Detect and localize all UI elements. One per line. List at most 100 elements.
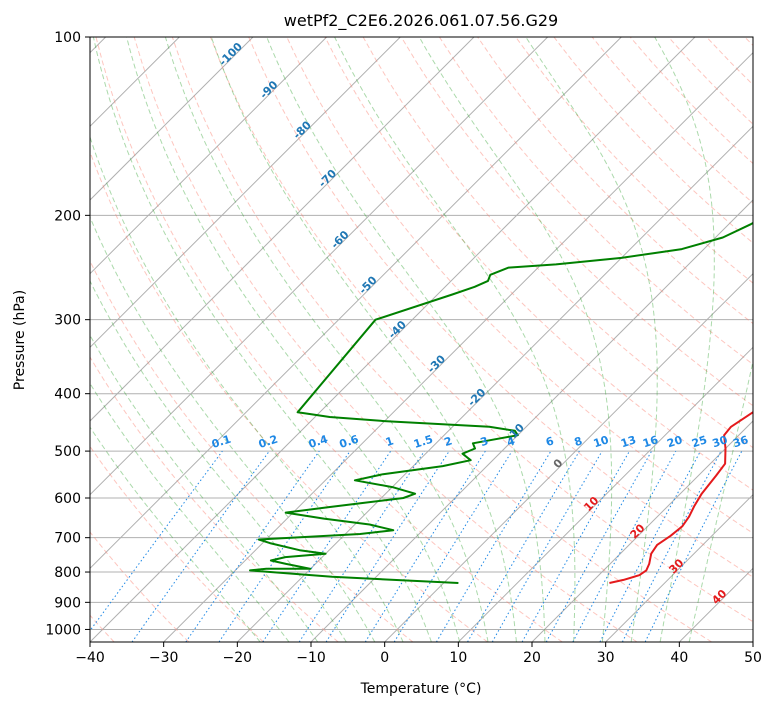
moist-adiabat-line [90,135,404,642]
mixing-ratio-label: 13 [619,433,638,450]
mixing-ratio-line [572,450,677,642]
chart-title: wetPf2_C2E6.2026.061.07.56.G29 [284,11,558,31]
dewpoint-line [249,221,753,584]
temperature-line [609,410,753,584]
x-tick-label: 40 [670,650,688,666]
axes: −40 −30 −20 −10 0 10 20 30 40 5010020030040050060… [45,30,762,666]
moist-adiabat-line [90,382,290,642]
y-tick-label: 1000 [45,622,81,638]
x-tick-label: 30 [597,650,615,666]
isotherm-line [90,37,696,642]
mixing-ratio-label: 0.1 [210,433,233,451]
dry-adiabat-line [248,37,753,578]
dry-adiabat-line [324,37,753,491]
x-tick-label: −30 [149,650,179,666]
mixing-ratio-line [90,450,223,632]
moist-adiabat-line [525,37,658,642]
dry-adiabat-line [90,150,488,642]
x-axis-label: Temperature (°C) [360,681,482,697]
isotherm-line [384,272,753,642]
moist-adiabat-line [164,37,489,642]
mixing-ratio-line [325,450,450,642]
mixing-ratio-label: 2 [443,434,454,449]
mixing-ratio-line [298,450,425,642]
x-tick-label: −10 [296,650,326,666]
moist-adiabat-line [90,215,376,642]
dry-adiabat-line [438,37,753,366]
isotherm-line [310,199,753,642]
isotherm-line [531,420,753,642]
mixing-ratio-line [644,450,743,642]
dry-adiabat-line [90,531,190,642]
moist-adiabat-line [418,37,613,642]
moist-adiabat-line [688,358,753,642]
isotherm-line [90,37,622,570]
mixing-ratio-label: 1.5 [412,433,435,451]
y-tick-label: 500 [54,444,81,460]
mixing-ratio-label: 6 [544,434,556,449]
mixing-ratio-line [185,450,320,642]
y-tick-label: 700 [54,531,81,547]
isotherm-line [90,37,475,422]
isotherm-line [90,37,401,349]
x-tick-label: −40 [75,650,105,666]
moist-adiabat-line [334,37,576,642]
dry-adiabat-line [400,37,753,407]
moist-adiabat-line [210,37,517,642]
moist-adiabat-line [266,37,546,642]
dry-adiabat-line [95,37,563,642]
dry-adiabat-line [90,356,339,642]
mixing-ratio-label: 16 [641,433,660,450]
y-tick-label: 900 [54,595,81,611]
sounding-series [249,221,753,584]
moist-adiabat-line [90,334,319,642]
isotherm-line [605,493,753,642]
mixing-ratio-label: 0.4 [307,432,330,450]
x-tick-label: −20 [223,650,253,666]
x-tick-label: 50 [744,650,762,666]
dry-adiabat-line [90,259,414,642]
mixing-ratio-label: 10 [592,433,611,450]
mixing-ratio-label: 30 [711,433,730,450]
x-tick-label: 0 [380,650,389,666]
plot-frame [89,36,754,643]
y-tick-label: 300 [54,313,81,329]
mixing-ratio-label: 20 [665,433,684,450]
isotherm-line [90,37,549,496]
mixing-ratio-label: 25 [690,433,709,450]
mixing-ratio-line [393,450,513,642]
dry-adiabat-line [90,445,264,642]
mixing-ratio-label: 8 [573,434,584,449]
dry-adiabat-line [210,37,753,623]
x-tick-label: 20 [523,650,541,666]
mixing-ratio-line [218,450,351,642]
y-tick-label: 400 [54,387,81,403]
mixing-ratio-line [545,450,653,642]
y-tick-label: 600 [54,491,81,507]
dry-adiabat-line [515,37,753,284]
mixing-ratio-line [131,450,270,642]
mixing-ratio-label: 0.2 [257,433,280,451]
isotherm-line [236,125,753,642]
mixing-ratio-label: 1 [384,434,395,449]
dry-adiabat-line [171,37,712,642]
moist-adiabat-line [654,37,715,642]
mixing-ratio-line [262,450,392,642]
y-tick-label: 100 [54,30,81,46]
mixing-ratio-label: 3 [479,434,490,449]
y-axis-label: Pressure (hPa) [12,290,28,390]
y-tick-label: 200 [54,208,81,224]
mixing-ratio-label: 36 [731,433,750,450]
y-tick-label: 800 [54,565,81,581]
isotherm-line [90,37,328,275]
dry-adiabat-line [133,37,638,642]
mixing-ratio-line [521,450,630,642]
isotherm-line [457,346,753,642]
mixing-ratio-label: 4 [505,434,517,449]
x-tick-label: 10 [449,650,467,666]
mixing-ratio-label: 0.6 [338,432,361,450]
moist-adiabat-line [92,37,432,642]
isotherm-line [90,37,254,201]
moist-adiabat-line [90,426,261,642]
